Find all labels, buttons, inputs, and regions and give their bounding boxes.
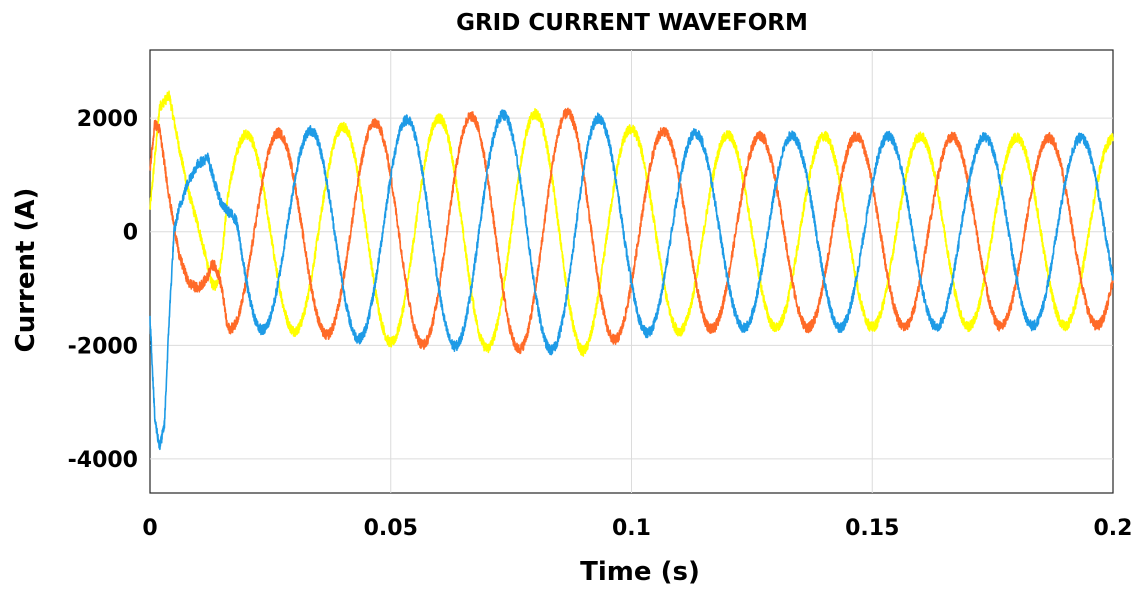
x-axis-title: Time (s) — [580, 557, 700, 587]
x-tick-label: 0.05 — [364, 516, 418, 541]
chart-title: GRID CURRENT WAVEFORM — [456, 10, 808, 36]
x-tick-label: 0 — [142, 516, 157, 541]
y-axis-title: Current (A) — [11, 188, 41, 353]
tick-labels: 0 0.05 0.1 0.15 0.2 -4000 -2000 0 2000 — [68, 107, 1133, 541]
grid-lines — [150, 50, 1113, 493]
y-tick-label: -2000 — [68, 334, 138, 359]
x-tick-label: 0.1 — [612, 516, 651, 541]
x-tick-label: 0.15 — [845, 516, 899, 541]
y-tick-label: 0 — [123, 221, 138, 246]
y-tick-label: 2000 — [77, 107, 138, 132]
y-tick-label: -4000 — [68, 448, 138, 473]
x-tick-label: 0.2 — [1094, 516, 1133, 541]
series-lines — [149, 90, 1114, 451]
series-line-3 — [149, 109, 1114, 451]
